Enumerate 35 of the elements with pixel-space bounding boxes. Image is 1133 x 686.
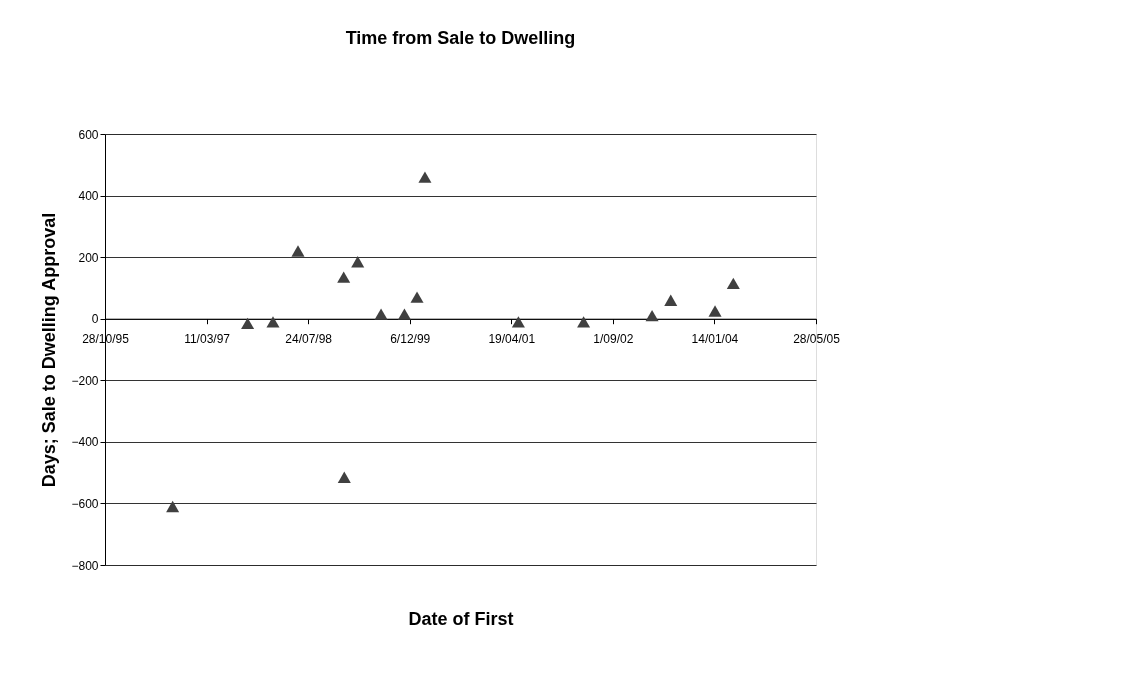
x-tick-label: 24/07/98 <box>285 332 333 347</box>
point <box>511 316 525 328</box>
point <box>397 308 411 320</box>
point <box>351 256 365 268</box>
x-axis-title: Date of First <box>408 608 514 629</box>
x-tick-label: 14/01/04 <box>691 332 739 347</box>
point <box>241 317 255 329</box>
point <box>291 245 305 257</box>
x-tick-label: 1/09/02 <box>593 332 634 347</box>
x-tick-label: 28/05/05 <box>793 332 841 347</box>
point <box>337 471 351 483</box>
x-tick-label: 6/12/99 <box>390 332 431 347</box>
point <box>708 305 722 317</box>
y-tick-label: 0 <box>91 312 99 327</box>
y-tick-label: −600 <box>71 496 99 511</box>
y-tick-label: 200 <box>78 250 99 265</box>
y-tick-label: 600 <box>78 127 99 142</box>
point <box>374 308 388 320</box>
point <box>410 291 424 303</box>
x-tick-label: 11/03/97 <box>184 332 231 347</box>
point <box>726 277 740 289</box>
point <box>266 316 280 328</box>
point <box>577 316 591 328</box>
point <box>664 294 678 306</box>
chart-title: Time from Sale to Dwelling <box>345 28 576 48</box>
point <box>337 271 351 283</box>
point <box>645 309 659 322</box>
y-tick-label: −800 <box>71 558 99 573</box>
y-axis-title: Days; Sale to Dwelling Approval <box>39 212 60 488</box>
y-tick-label: 400 <box>78 189 99 204</box>
x-tick-label: 19/04/01 <box>488 332 536 347</box>
point <box>418 171 432 183</box>
point <box>166 500 180 513</box>
y-tick-label: −200 <box>71 373 99 388</box>
y-tick-label: −400 <box>71 435 99 450</box>
